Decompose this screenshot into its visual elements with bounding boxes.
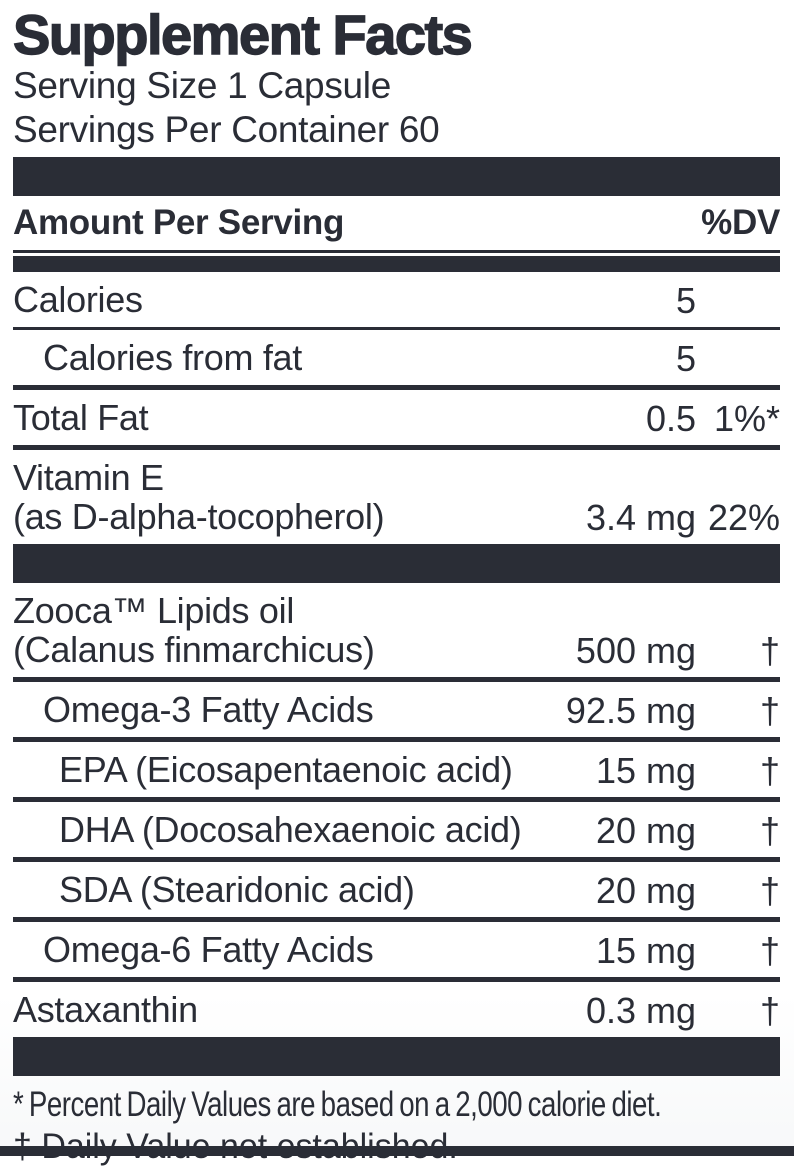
row-name: SDA (Stearidonic acid) — [59, 868, 415, 910]
row-subname: (as D-alpha-tocopherol) — [13, 495, 385, 537]
row-divider — [13, 676, 780, 682]
row-divider — [13, 796, 780, 802]
table-row: Calories 5 — [13, 272, 780, 327]
row-name: Vitamin E — [13, 456, 164, 498]
row-dv: † — [759, 989, 780, 1031]
row-name: Omega-6 Fatty Acids — [43, 928, 374, 970]
section-bar-top — [13, 156, 780, 196]
column-header-row: Amount Per Serving %DV — [13, 196, 780, 250]
table-row: Astaxanthin 0.3 mg † — [13, 982, 780, 1037]
row-divider — [13, 856, 780, 862]
row-dv: † — [759, 809, 780, 851]
table-row: Omega-6 Fatty Acids 15 mg † — [13, 922, 780, 977]
row-name-block: EPA (Eicosapentaenoic acid) — [13, 750, 586, 789]
section-bar — [13, 543, 780, 583]
table-row: Zooca™ Lipids oil (Calanus finmarchicus)… — [13, 583, 780, 677]
row-amount: 3.4 mg — [585, 496, 696, 538]
serving-size-text: Serving Size 1 Capsule — [13, 65, 391, 107]
row-name: Astaxanthin — [13, 988, 198, 1030]
row-subname: (Calanus finmarchicus) — [13, 628, 375, 670]
row-name-block: Calories from fat — [13, 338, 666, 377]
row-name-block: Astaxanthin — [13, 990, 576, 1029]
row-divider — [13, 326, 780, 330]
section-bar-header — [13, 255, 780, 272]
row-divider — [13, 384, 780, 390]
row-name-block: DHA (Docosahexaenoic acid) — [13, 810, 586, 849]
row-amount: 0.3 mg — [585, 989, 696, 1031]
row-amount: 15 mg — [595, 929, 696, 971]
row-amount: 5 — [675, 279, 696, 321]
row-amount: 500 mg — [575, 629, 696, 671]
bottom-edge-bar — [0, 1146, 794, 1156]
row-name-block: Omega-6 Fatty Acids — [13, 930, 586, 969]
row-amount: 92.5 mg — [565, 689, 696, 731]
row-amount: 5 — [675, 337, 696, 379]
row-name: Total Fat — [13, 396, 149, 438]
row-dv: † — [759, 869, 780, 911]
footnote-percent-dv: * Percent Daily Values are based on a 2,… — [13, 1084, 662, 1124]
table-row: Omega-3 Fatty Acids 92.5 mg † — [13, 682, 780, 737]
row-dv: 1%* — [713, 397, 780, 439]
row-name-block: Zooca™ Lipids oil (Calanus finmarchicus) — [13, 591, 566, 669]
row-name: EPA (Eicosapentaenoic acid) — [59, 748, 513, 790]
row-divider — [13, 736, 780, 742]
row-name-block: Omega-3 Fatty Acids — [13, 690, 556, 729]
row-amount: 15 mg — [595, 749, 696, 791]
row-name: Zooca™ Lipids oil — [13, 589, 295, 631]
table-row: SDA (Stearidonic acid) 20 mg † — [13, 862, 780, 917]
row-name-block: SDA (Stearidonic acid) — [13, 870, 586, 909]
row-divider — [13, 444, 780, 450]
row-name-block: Total Fat — [13, 398, 636, 437]
row-divider — [13, 976, 780, 982]
row-amount: 20 mg — [595, 809, 696, 851]
table-row: EPA (Eicosapentaenoic acid) 15 mg † — [13, 742, 780, 797]
table-row: DHA (Docosahexaenoic acid) 20 mg † — [13, 802, 780, 857]
row-name: Calories — [13, 278, 143, 320]
row-dv: † — [759, 629, 780, 671]
section-bar — [13, 1036, 780, 1076]
row-name: Omega-3 Fatty Acids — [43, 688, 374, 730]
row-dv: 22% — [707, 496, 780, 538]
nutrient-table: Calories 5 Calories from fat 5 Total Fat… — [13, 272, 780, 1076]
row-divider — [13, 916, 780, 922]
row-dv: † — [759, 749, 780, 791]
servings-per-container-text: Servings Per Container 60 — [13, 108, 440, 150]
table-row: Vitamin E (as D-alpha-tocopherol) 3.4 mg… — [13, 450, 780, 544]
dv-header: %DV — [701, 202, 780, 242]
row-name: Calories from fat — [43, 336, 302, 378]
table-row: Calories from fat 5 — [13, 330, 780, 385]
row-dv: † — [759, 689, 780, 731]
row-dv: † — [759, 929, 780, 971]
header-rule — [13, 249, 780, 253]
row-name-block: Calories — [13, 280, 666, 319]
row-name-block: Vitamin E (as D-alpha-tocopherol) — [13, 458, 576, 536]
label-title: Supplement Facts — [12, 3, 473, 66]
row-amount: 20 mg — [595, 869, 696, 911]
amount-per-serving-header: Amount Per Serving — [13, 202, 345, 242]
table-row: Total Fat 0.5 1%* — [13, 390, 780, 445]
row-amount: 0.5 — [645, 397, 696, 439]
row-name: DHA (Docosahexaenoic acid) — [59, 808, 522, 850]
